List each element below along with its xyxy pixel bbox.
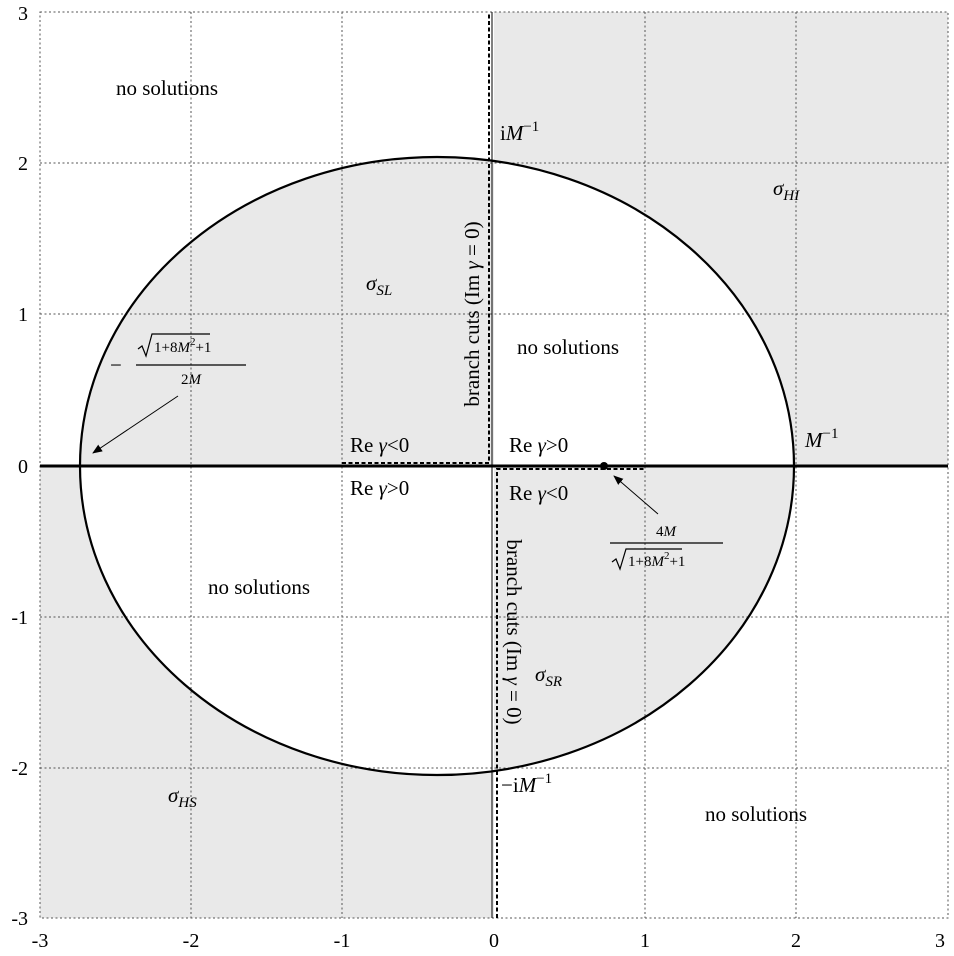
x-tick-label: -3 [32,930,49,952]
grid-lines [40,12,948,918]
sigma-hs-label: σHS [168,783,197,811]
y-tick-label: 3 [18,3,28,25]
y-tick-labels: 3 2 1 0 -1 -2 -3 [11,3,28,930]
branch-cut-lines [342,12,645,918]
x-tick-label: 1 [640,930,650,952]
x-tick-label: 0 [489,930,499,952]
sigma-sr-label: σSR [535,662,562,690]
right-point-denominator: 1+8M2+1 [628,550,685,570]
right-point-sqrt-sign [611,548,682,571]
right-point-numerator: 4M [656,524,678,540]
sigma-hi-label: σHI [773,176,800,204]
x-tick-label: -2 [183,930,200,952]
left-root-sign: − [110,353,122,377]
branch-cuts-upper-label: branch cuts (Im γ = 0) [460,221,484,406]
i-m-inverse-label: iM−1 [500,119,539,145]
left-root-label: − 1+8M2+1 2M [110,333,246,388]
re-gamma-negative-upper-left: Re γ<0 [350,433,409,457]
x-tick-labels: -3 -2 -1 0 1 2 3 [32,930,945,952]
region-sigma-hs-fill [40,466,494,918]
x-tick-label: -1 [334,930,351,952]
sigma-sl-label: σSL [366,271,392,299]
left-root-denominator: 2M [181,372,203,388]
region-sigma-sr-fill [494,466,794,775]
region-sigma-sl-fill [80,157,494,466]
y-tick-label: -1 [11,607,28,629]
no-solutions-lower-right: no solutions [705,802,807,826]
re-gamma-negative-lower-right: Re γ<0 [509,481,568,505]
boundary-ellipse [78,155,796,777]
x-tick-label: 2 [791,930,801,952]
re-gamma-positive-lower-left: Re γ>0 [350,476,409,500]
no-solutions-center: no solutions [517,335,619,359]
y-tick-label: 1 [18,304,28,326]
left-root-sqrt-sign [137,333,210,358]
left-root-arrow [92,395,179,454]
x-tick-label: 3 [935,930,945,952]
re-gamma-positive-upper-right: Re γ>0 [509,433,568,457]
y-tick-label: 2 [18,153,28,175]
neg-i-m-inverse-label: −iM−1 [501,771,552,797]
right-point-label: 4M 1+8M2+1 [610,524,723,571]
y-tick-label: -2 [11,758,28,780]
region-sigma-hi-fill [494,12,948,466]
right-point-arrow [613,475,659,515]
m-inverse-label: M−1 [804,426,838,452]
marked-point [600,462,608,470]
no-solutions-upper-left: no solutions [116,76,218,100]
y-tick-label: 0 [18,456,28,478]
left-root-numerator: 1+8M2+1 [154,336,211,356]
y-tick-label: -3 [11,908,28,930]
no-solutions-lower-left: no solutions [208,575,310,599]
branch-cuts-lower-label: branch cuts (Im γ = 0) [502,539,526,724]
